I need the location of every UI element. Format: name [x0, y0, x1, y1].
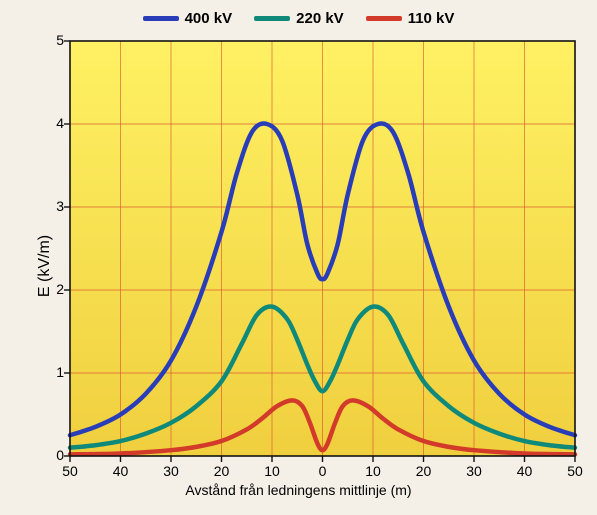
x-tick-label: 30: [462, 463, 486, 479]
legend-item: 110 kV: [366, 10, 455, 27]
legend-swatch-400: [143, 16, 179, 21]
legend-swatch-220: [254, 16, 290, 21]
y-tick-label: 5: [46, 32, 64, 48]
x-tick-label: 40: [109, 463, 133, 479]
legend-label: 400 kV: [185, 10, 233, 27]
y-tick-label: 3: [46, 198, 64, 214]
legend-item: 220 kV: [254, 10, 344, 27]
y-tick-label: 4: [46, 115, 64, 131]
x-tick-label: 40: [513, 463, 537, 479]
efield-chart: 400 kV 220 kV 110 kV E (kV/m) Avstånd fr…: [10, 10, 587, 505]
legend-label: 110 kV: [408, 10, 455, 27]
plot-svg: [10, 33, 587, 498]
plot-area: E (kV/m) Avstånd från ledningens mittlin…: [10, 33, 587, 498]
x-axis-label: Avstånd från ledningens mittlinje (m): [10, 482, 587, 498]
x-tick-label: 20: [412, 463, 436, 479]
y-tick-label: 2: [46, 281, 64, 297]
y-tick-label: 0: [46, 447, 64, 463]
legend-item: 400 kV: [143, 10, 233, 27]
x-tick-label: 50: [563, 463, 587, 479]
legend-swatch-110: [366, 16, 402, 21]
legend: 400 kV 220 kV 110 kV: [10, 10, 587, 27]
x-tick-label: 50: [58, 463, 82, 479]
legend-label: 220 kV: [296, 10, 344, 27]
y-tick-label: 1: [46, 364, 64, 380]
x-tick-label: 10: [361, 463, 385, 479]
x-tick-label: 10: [260, 463, 284, 479]
x-tick-label: 30: [159, 463, 183, 479]
x-tick-label: 0: [311, 463, 335, 479]
x-tick-label: 20: [210, 463, 234, 479]
